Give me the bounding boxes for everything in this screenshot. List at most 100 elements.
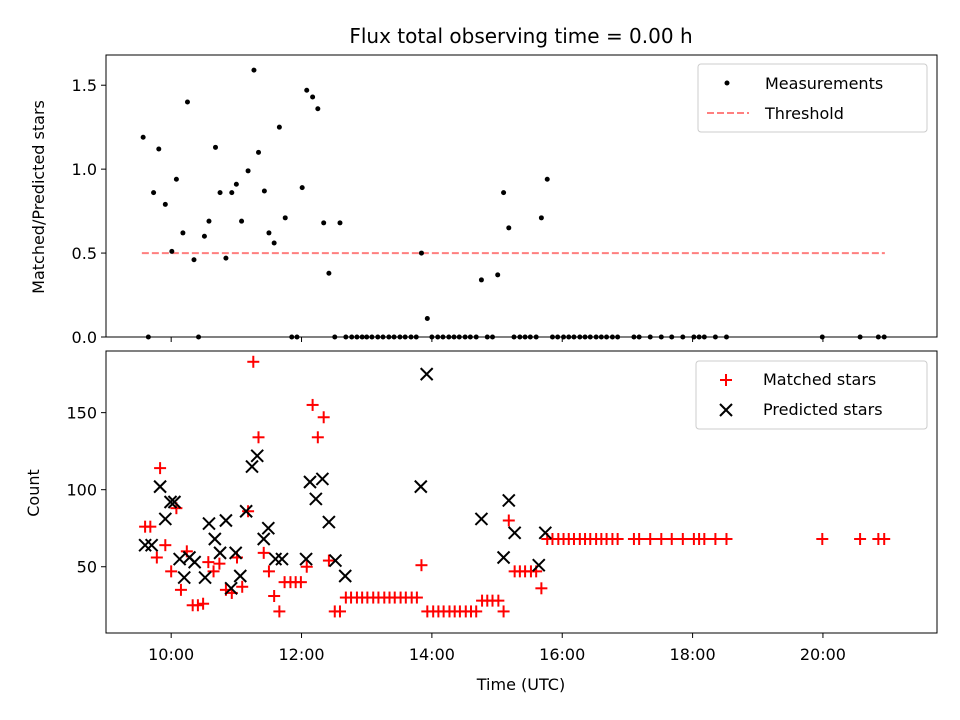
predicted-star-point [419, 367, 434, 381]
matched-star-point [317, 411, 330, 424]
bottom-axes-frame [105, 350, 938, 634]
bottom-legend: Matched stars Predicted stars [695, 360, 928, 430]
measurement-point [162, 201, 168, 207]
top-y-tick-label: 0.0 [72, 328, 97, 347]
top-y-tick-label: 0.5 [72, 244, 97, 263]
measurement-point [156, 146, 162, 152]
matched-star-point [262, 565, 275, 578]
matched-star-point [268, 590, 281, 603]
matched-star-point [154, 462, 167, 475]
matched-star-point [236, 580, 249, 593]
predicted-star-point [414, 479, 428, 494]
measurement-point [418, 250, 424, 256]
measurement-point [251, 67, 257, 73]
matched-star-point [698, 533, 711, 545]
predicted-star-point [167, 495, 182, 509]
predicted-star-point [153, 479, 167, 494]
predicted-star-point [187, 555, 202, 569]
measurement-point [245, 168, 251, 174]
matched-star-point [174, 583, 187, 596]
measurement-point [184, 99, 190, 105]
predicted-marker-b [177, 570, 191, 585]
predicted-star-point [507, 526, 522, 540]
predicted-marker-b [507, 526, 522, 540]
predicted-star-point [303, 475, 317, 489]
measurement-point [271, 240, 277, 246]
matched-star-point [322, 554, 335, 567]
matched-star-point [535, 582, 548, 595]
predicted-star-point [233, 569, 247, 583]
measurement-point [276, 124, 282, 130]
matched-star-point [492, 594, 505, 607]
legend-predicted-marker [719, 403, 733, 417]
top-chart-title: Flux total observing time = 0.00 h [349, 24, 692, 48]
predicted-star-point [245, 459, 259, 474]
predicted-marker-b [474, 512, 489, 526]
predicted-star-point [322, 515, 336, 529]
matched-star-point [854, 533, 867, 545]
measurement-point [229, 190, 235, 196]
measurement-point [212, 144, 218, 150]
predicted-star-point [208, 532, 222, 546]
predicted-marker-b [315, 472, 330, 486]
matched-star-point [415, 559, 428, 572]
measurement-point [299, 185, 305, 191]
matched-star-point [252, 431, 265, 444]
measurement-point [261, 188, 267, 194]
predicted-star-point [219, 513, 233, 528]
top-y-tick-label: 1.5 [72, 76, 97, 95]
matched-star-point [197, 597, 210, 610]
bottom-x-tick-label: 10:00 [148, 645, 194, 664]
measurement-point [337, 220, 343, 226]
predicted-star-point [213, 546, 227, 560]
predicted-marker-b [198, 570, 212, 585]
matched-star-point [207, 565, 220, 578]
measurement-point [321, 220, 327, 226]
measurement-point [201, 233, 207, 239]
predicted-star-point [338, 569, 352, 583]
matched-star-point [676, 533, 689, 545]
matched-star-point [644, 533, 657, 545]
predicted-marker-b [502, 493, 516, 508]
bottom-y-tick-label: 150 [66, 404, 97, 423]
bottom-y-tick-label: 100 [66, 481, 97, 500]
predicted-star-point [299, 552, 313, 566]
predicted-marker-b [138, 538, 152, 552]
predicted-marker-b [268, 552, 283, 566]
bottom-x-axis-label: Time (UTC) [476, 675, 565, 694]
matched-star-point [311, 431, 324, 444]
measurement-point [217, 190, 223, 196]
predicted-star-point [275, 552, 289, 566]
predicted-star-point [502, 493, 516, 508]
measurement-point [506, 225, 512, 231]
predicted-star-point [532, 558, 546, 572]
matched-star-point [191, 599, 204, 612]
matched-star-point [502, 514, 515, 527]
bottom-x-tick-label: 20:00 [800, 645, 846, 664]
legend-measurements-label: Measurements [765, 74, 883, 93]
bottom-x-tick-label: 14:00 [409, 645, 455, 664]
predicted-star-point [315, 472, 330, 486]
measurement-point [206, 218, 212, 224]
predicted-marker-b [538, 526, 552, 540]
measurement-point [315, 106, 321, 112]
predicted-star-point [163, 495, 178, 509]
measurement-point [239, 218, 245, 224]
predicted-star-point [250, 449, 264, 463]
measurement-point [233, 181, 239, 187]
predicted-marker-b [414, 479, 428, 494]
measurement-point [495, 272, 501, 278]
predicted-marker-b [187, 555, 202, 569]
predicted-marker-b [328, 553, 343, 568]
predicted-marker-b [338, 569, 352, 583]
matched-star-point [333, 605, 346, 618]
matched-star-point [144, 520, 157, 533]
top-axes-frame [105, 54, 938, 338]
predicted-marker-b [257, 532, 271, 546]
matched-star-point [213, 557, 226, 570]
matched-star-point [257, 546, 270, 559]
measurement-point [501, 190, 507, 196]
predicted-star-point [228, 546, 243, 560]
predicted-star-point [239, 504, 253, 518]
matched-star-point [633, 533, 646, 545]
